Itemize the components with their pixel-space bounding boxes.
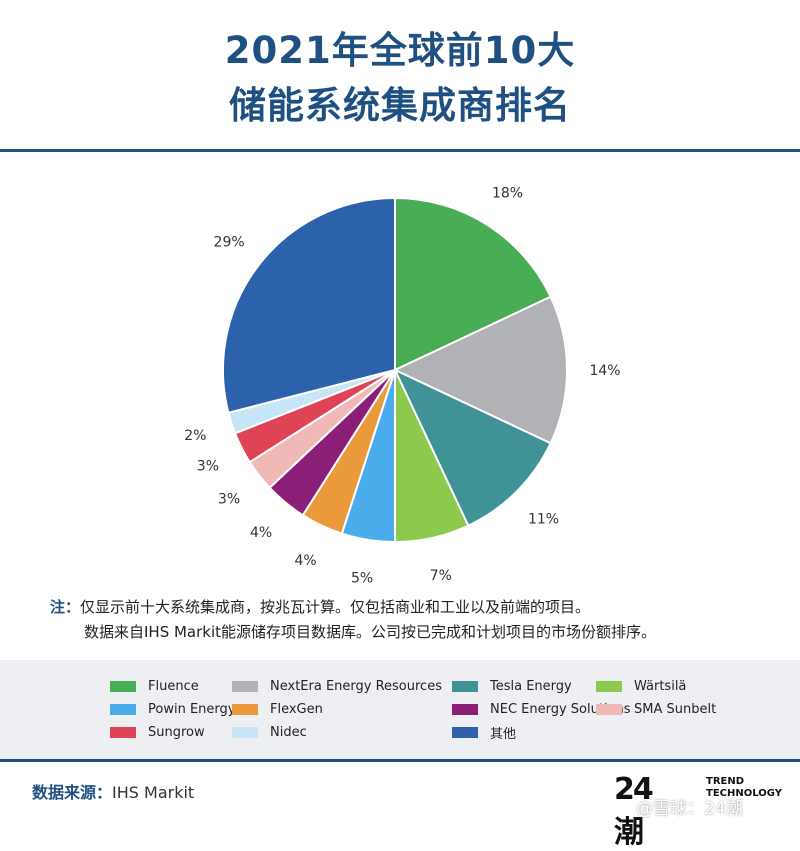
legend-item: Fluence bbox=[110, 676, 199, 696]
legend-item: FlexGen bbox=[232, 699, 323, 719]
pie-chart: 18% 14% 11% 7% 5% 4% 4% 3% 3% 2% 29% bbox=[184, 186, 620, 587]
legend-swatch bbox=[452, 680, 478, 692]
legend-item: NEC Energy Solutions bbox=[452, 699, 631, 719]
note-label: 注： bbox=[50, 598, 81, 616]
legend-swatch bbox=[452, 703, 478, 715]
pie-slice-nextera-energy-resources bbox=[392, 295, 568, 445]
legend-label: Sungrow bbox=[148, 724, 205, 740]
pie-data-label: 7% bbox=[430, 568, 452, 584]
legend-swatch bbox=[232, 703, 258, 715]
legend-swatch bbox=[232, 726, 258, 738]
data-source: 数据来源：IHS Markit bbox=[32, 779, 194, 803]
pie-slice-fluence bbox=[394, 196, 552, 372]
legend-label: Nidec bbox=[270, 724, 307, 740]
legend-item: Wärtsilä bbox=[596, 676, 686, 696]
legend-swatch bbox=[110, 680, 136, 692]
logo-technology-text: TECHNOLOGY bbox=[706, 788, 782, 799]
top-divider bbox=[0, 149, 800, 152]
legend-label: Wärtsilä bbox=[634, 678, 687, 694]
pie-slice-tesla-energy bbox=[392, 367, 552, 527]
legend-label: SMA Sunbelt bbox=[634, 701, 717, 717]
pie-data-label: 5% bbox=[351, 570, 373, 586]
legend-swatch bbox=[110, 703, 136, 715]
legend-label: FlexGen bbox=[270, 701, 323, 717]
legend-label: 其他 bbox=[490, 726, 517, 742]
watermark: @雪球：24潮 bbox=[636, 799, 743, 819]
legend-item: SMA Sunbelt bbox=[596, 699, 716, 719]
legend-label: NextEra Energy Resources bbox=[270, 678, 442, 694]
legend: Fluence NextEra Energy Resources Tesla Ene… bbox=[0, 660, 800, 759]
legend-label: NEC Energy Solutions bbox=[490, 701, 631, 717]
pie-data-label: 18% bbox=[492, 186, 523, 202]
source-value: IHS Markit bbox=[112, 783, 195, 802]
legend-item: Tesla Energy bbox=[452, 676, 572, 696]
logo-trend: TREND TECHNOLOGY bbox=[706, 776, 782, 800]
legend-item: 其他 bbox=[452, 722, 516, 742]
legend-swatch bbox=[452, 726, 478, 738]
legend-item: NextEra Energy Resources bbox=[232, 676, 442, 696]
legend-item: Nidec bbox=[232, 722, 307, 742]
pie-slice-other bbox=[221, 196, 396, 414]
note-line-2: 数据来自IHS Markit能源储存项目数据库。公司按已完成和计划项目的市场份额… bbox=[84, 623, 657, 641]
legend-swatch bbox=[596, 703, 622, 715]
logo-trend-text: TREND bbox=[706, 776, 745, 787]
pie-data-label: 29% bbox=[214, 234, 245, 250]
pie-data-label: 3% bbox=[218, 492, 240, 508]
legend-label: Tesla Energy bbox=[490, 678, 572, 694]
legend-swatch bbox=[110, 726, 136, 738]
note-line-1: 注：仅显示前十大系统集成商，按兆瓦计算。仅包括商业和工业以及前端的项目。 bbox=[50, 596, 790, 618]
legend-item: Powin Energy bbox=[110, 699, 235, 719]
legend-swatch bbox=[232, 680, 258, 692]
chart-title-line-1: 2021年全球前10大 bbox=[224, 29, 576, 72]
legend-swatch bbox=[596, 680, 622, 692]
pie-data-label: 14% bbox=[589, 363, 620, 379]
pie-data-label: 3% bbox=[197, 458, 219, 474]
pie-data-label: 11% bbox=[528, 512, 559, 528]
chart-title-line-2: 储能系统集成商排名 bbox=[229, 84, 571, 127]
bottom-divider bbox=[0, 759, 800, 762]
note-text-1: 仅显示前十大系统集成商，按兆瓦计算。仅包括商业和工业以及前端的项目。 bbox=[80, 598, 591, 616]
pie-data-label: 2% bbox=[184, 428, 206, 444]
legend-label: Powin Energy bbox=[148, 701, 236, 717]
pie-data-label: 4% bbox=[294, 553, 316, 569]
legend-item: Sungrow bbox=[110, 722, 205, 742]
pie-data-label: 4% bbox=[250, 525, 272, 541]
source-label: 数据来源： bbox=[32, 783, 113, 802]
legend-label: Fluence bbox=[148, 678, 199, 694]
